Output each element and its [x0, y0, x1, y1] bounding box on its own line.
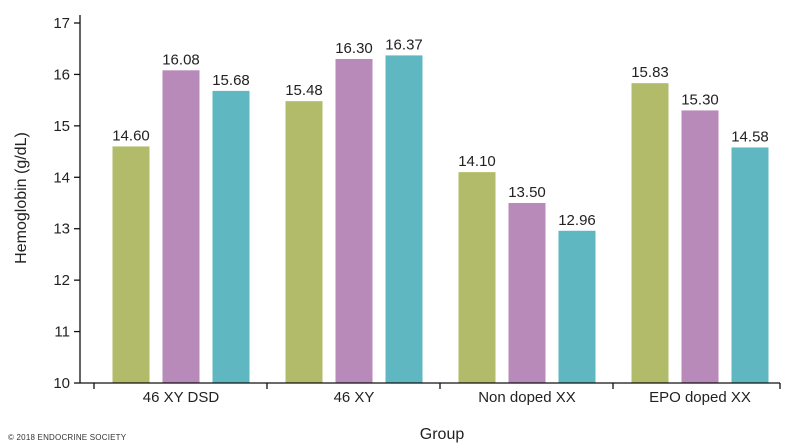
- x-axis-title: Group: [420, 426, 465, 443]
- y-tick-label: 17: [53, 15, 70, 32]
- copyright-notice: © 2018 ENDOCRINE SOCIETY: [8, 433, 127, 442]
- x-tick-label: EPO doped XX: [649, 389, 751, 406]
- x-tick-label: 46 XY: [334, 389, 375, 406]
- x-tick-label: 46 XY DSD: [143, 389, 220, 406]
- y-axis: 10 11 12 13 14 15 16 17: [53, 15, 81, 392]
- bars-layer: [112, 55, 769, 384]
- bar-value-label: 14.58: [731, 128, 769, 145]
- bar-value-label: 16.37: [385, 36, 423, 53]
- bar: [162, 70, 200, 384]
- bar-value-label: 12.96: [558, 212, 596, 229]
- bar-value-label: 15.68: [212, 72, 250, 89]
- bar-value-label: 14.10: [458, 153, 496, 170]
- bar-value-label: 14.60: [112, 127, 150, 144]
- bar-value-label: 13.50: [508, 184, 546, 201]
- bar: [508, 203, 546, 383]
- y-tick-label: 11: [54, 324, 70, 341]
- x-tick-label: Non doped XX: [478, 389, 576, 406]
- bar-value-label: 15.83: [631, 64, 669, 81]
- bar: [681, 110, 719, 383]
- data-labels-layer: 14.60 15.48 14.10 15.83 16.08 16.30 13.50 15.30…: [112, 36, 769, 228]
- bar: [285, 101, 323, 384]
- bar: [558, 230, 596, 383]
- bar-value-label: 16.08: [162, 51, 200, 68]
- bar: [212, 90, 250, 383]
- bar: [631, 83, 669, 384]
- y-tick-label: 10: [53, 375, 70, 392]
- bar: [335, 59, 373, 383]
- bar-value-label: 15.48: [285, 82, 323, 99]
- y-tick-label: 15: [53, 118, 70, 135]
- bar-value-label: 15.30: [681, 91, 719, 108]
- bar: [458, 172, 496, 383]
- y-tick-label: 14: [53, 169, 70, 186]
- y-tick-label: 13: [53, 221, 70, 238]
- y-tick-label: 16: [53, 66, 70, 83]
- bar: [731, 147, 769, 383]
- x-axis: 46 XY DSD 46 XY Non doped XX EPO doped XX: [80, 382, 781, 406]
- bar: [385, 55, 423, 384]
- y-tick-label: 12: [53, 272, 70, 289]
- y-axis-title: Hemoglobin (g/dL): [13, 132, 30, 264]
- bar: [112, 146, 150, 383]
- bar-value-label: 16.30: [335, 40, 373, 57]
